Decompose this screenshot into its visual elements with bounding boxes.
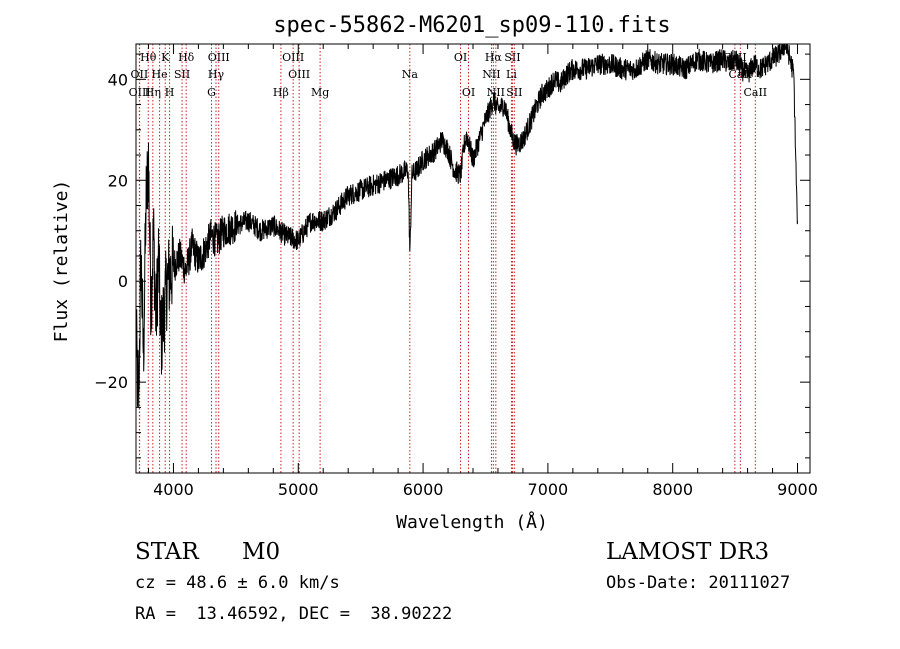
spectral-line-label: OI	[462, 86, 475, 99]
x-tick-label: 7000	[528, 480, 569, 499]
spectral-line-label: Mg	[311, 86, 329, 99]
spectral-line-label: He	[152, 68, 168, 81]
y-axis-label: Flux (relative)	[51, 180, 72, 343]
y-tick-label: 40	[108, 70, 128, 89]
spectral-line-label: K	[161, 51, 170, 64]
spectral-line-label: SII	[504, 51, 520, 64]
object-subclass: M0	[242, 539, 281, 565]
spectral-line-label: Hθ	[140, 51, 157, 64]
spectral-line-label: SII	[506, 86, 522, 99]
spectral-line-label: Na	[402, 68, 419, 81]
spectral-line-label: OIII	[208, 51, 230, 64]
x-tick-label: 5000	[278, 480, 319, 499]
chart-title: spec-55862-M6201_sp09-110.fits	[273, 13, 670, 38]
x-tick-label: 6000	[403, 480, 444, 499]
spectral-line-label: Hβ	[273, 86, 289, 99]
x-axis-label: Wavelength (Å)	[396, 511, 548, 533]
spectral-line-labels: HθOIIOIIIHeHηKHSIIHδHγGOIIIHβOIIIOIIIMgN…	[129, 51, 768, 99]
flux-series-line	[135, 43, 798, 408]
spectral-line-label: Hγ	[208, 68, 225, 81]
spectral-line-label: NII	[487, 86, 505, 99]
y-tick-label: 20	[108, 171, 128, 190]
redshift-readout: cz = 48.6 ± 6.0 km/s	[135, 573, 340, 593]
spectral-line-label: OI	[454, 51, 467, 64]
spectral-line-label: G	[207, 86, 216, 99]
spectral-line-label: SII	[174, 68, 190, 81]
spectral-line-label: H	[165, 86, 175, 99]
object-class: STAR	[135, 539, 199, 565]
survey-name: LAMOST DR3	[606, 539, 770, 565]
y-tick-label: 0	[118, 272, 128, 291]
spectral-line-label: OIII	[288, 68, 310, 81]
axis-tick-labels: 4000 5000 6000 7000 8000 9000 −20 0 20 40	[94, 70, 818, 499]
spectral-line-label: Hη	[145, 86, 161, 99]
spectral-line-label: OIII	[129, 86, 151, 99]
spectral-line-label: NII	[482, 68, 500, 81]
spectral-line-label: Li	[506, 68, 517, 81]
spectral-line-label: Hα	[485, 51, 503, 64]
y-tick-label: −20	[94, 373, 128, 392]
x-tick-label: 4000	[153, 480, 194, 499]
obs-date: Obs-Date: 20111027	[606, 573, 791, 593]
axis-ticks	[136, 44, 810, 473]
spectral-line-label: OII	[131, 68, 149, 81]
flux-series-layer	[135, 43, 798, 408]
x-tick-label: 9000	[777, 480, 818, 499]
coordinates-readout: RA = 13.46592, DEC = 38.90222	[135, 604, 453, 624]
spectral-line-label: OIII	[282, 51, 304, 64]
x-tick-label: 8000	[652, 480, 693, 499]
spectral-lines	[138, 44, 756, 473]
spectral-line-label: CaII	[743, 86, 767, 99]
plot-frame	[135, 43, 811, 474]
spectral-line-label: Hδ	[178, 51, 195, 64]
